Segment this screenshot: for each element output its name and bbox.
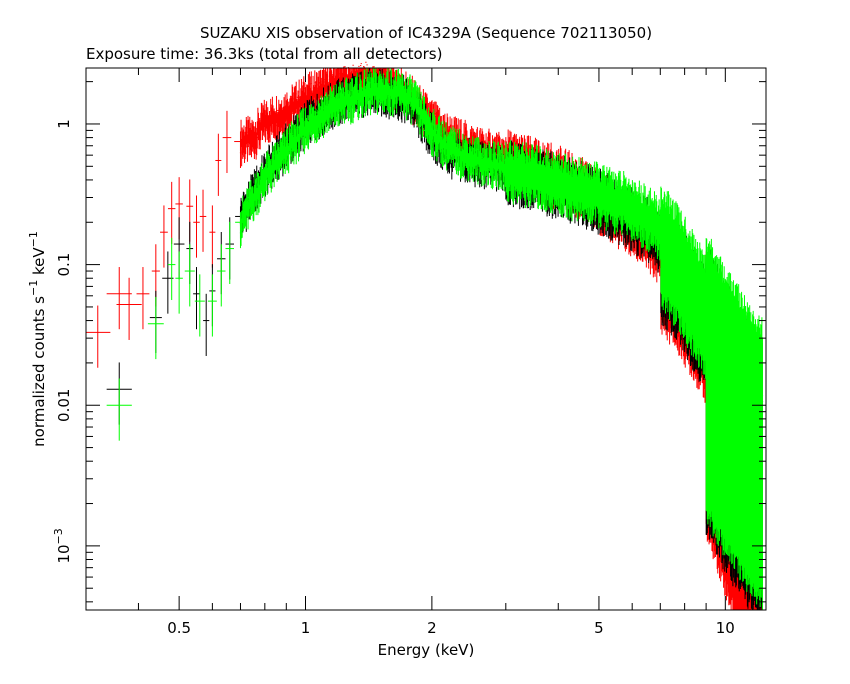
x-tick-label-3: 5	[594, 619, 604, 637]
series-0	[86, 61, 764, 610]
x-tick-label-4: 10	[716, 619, 735, 637]
plot-frame	[85, 67, 767, 611]
y-tick-label-2: 0.01	[55, 389, 73, 422]
y-tick-label-0: 1	[55, 119, 73, 129]
series-1	[106, 68, 764, 610]
y-tick-label-3: 10−3	[52, 528, 73, 563]
x-tick-label-0: 0.5	[167, 619, 191, 637]
y-tick-label-exp-3: −3	[52, 528, 65, 544]
y-axis-label: normalized counts s−1 keV−1	[27, 231, 48, 447]
y-tick-label-base-3: 10	[55, 544, 73, 563]
y-axis-label-sup1: −1	[27, 280, 40, 296]
x-axis-label: Energy (keV)	[378, 641, 475, 659]
y-tick-label-1: 0.1	[55, 253, 73, 277]
x-tick-label-2: 2	[427, 619, 437, 637]
y-axis-label-sup2: −1	[27, 231, 40, 247]
series-2	[106, 68, 764, 610]
y-axis-label-main: normalized counts s	[30, 296, 48, 447]
chart-subtitle: Exposure time: 36.3ks (total from all de…	[86, 45, 442, 63]
y-axis-label-mid: keV	[30, 247, 48, 280]
data-layer	[86, 61, 764, 610]
chart-title: SUZAKU XIS observation of IC4329A (Seque…	[200, 24, 652, 42]
x-tick-label-1: 1	[301, 619, 311, 637]
series-2-dense-bins	[239, 68, 764, 610]
